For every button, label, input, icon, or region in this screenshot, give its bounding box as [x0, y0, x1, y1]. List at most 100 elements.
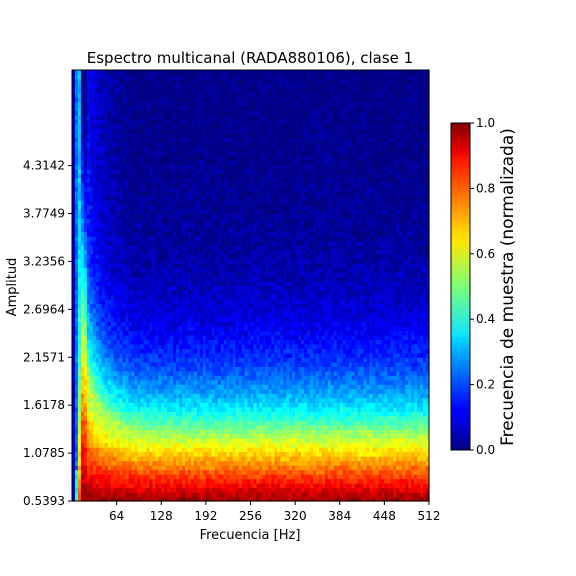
heatmap-cell: [196, 289, 201, 296]
heatmap-cell: [185, 465, 189, 471]
heatmap-cell: [149, 384, 153, 390]
heatmap-cell: [98, 164, 103, 170]
heatmap-cell: [191, 177, 195, 183]
heatmap-cell: [173, 285, 177, 291]
heatmap-cell: [193, 375, 198, 381]
heatmap-cell: [182, 339, 186, 345]
heatmap-cell: [119, 420, 124, 426]
heatmap-cell: [101, 191, 106, 197]
heatmap-cell: [196, 119, 201, 125]
heatmap-cell: [104, 474, 109, 480]
heatmap-cell: [128, 132, 133, 138]
heatmap-cell: [72, 123, 76, 129]
heatmap-cell: [199, 366, 204, 372]
heatmap-cell: [176, 101, 180, 107]
heatmap-cell: [80, 186, 85, 192]
heatmap-cell: [167, 474, 171, 480]
heatmap-cell: [77, 451, 82, 457]
heatmap-cell: [125, 204, 130, 210]
heatmap-cell: [196, 191, 201, 197]
heatmap-cell: [131, 456, 136, 462]
heatmap-cell: [191, 132, 195, 138]
heatmap-cell: [98, 213, 103, 219]
heatmap-cell: [202, 442, 207, 448]
heatmap-cell: [143, 168, 147, 174]
heatmap-cell: [193, 456, 198, 462]
heatmap-cell: [164, 164, 168, 170]
heatmap-cell: [89, 96, 94, 103]
heatmap-cell: [158, 87, 162, 94]
heatmap-cell: [179, 272, 183, 278]
heatmap-cell: [188, 429, 192, 435]
heatmap-cell: [80, 402, 85, 408]
heatmap-cell: [131, 204, 136, 210]
heatmap-cell: [110, 150, 115, 156]
heatmap-cell: [80, 285, 85, 291]
heatmap-cell: [185, 281, 189, 287]
heatmap-cell: [110, 128, 115, 134]
heatmap-cell: [83, 420, 88, 426]
heatmap-cell: [202, 110, 207, 116]
heatmap-cell: [164, 213, 168, 219]
heatmap-cell: [199, 204, 204, 210]
heatmap-cell: [158, 218, 162, 224]
heatmap-cell: [107, 285, 112, 291]
heatmap-cell: [176, 451, 180, 457]
heatmap-cell: [191, 173, 195, 179]
heatmap-cell: [131, 173, 136, 179]
heatmap-cell: [95, 420, 100, 426]
heatmap-cell: [80, 348, 85, 354]
heatmap-cell: [116, 276, 121, 282]
heatmap-cell: [140, 294, 145, 300]
heatmap-cell: [185, 245, 189, 251]
heatmap-cell: [107, 357, 112, 363]
heatmap-cell: [170, 87, 174, 94]
heatmap-cell: [74, 159, 79, 165]
heatmap-cell: [161, 492, 165, 498]
heatmap-cell: [202, 105, 207, 112]
heatmap-cell: [107, 393, 112, 399]
heatmap-cell: [122, 272, 127, 278]
heatmap-cell: [125, 123, 130, 129]
heatmap-cell: [89, 352, 94, 358]
heatmap-cell: [74, 150, 79, 156]
heatmap-cell: [116, 397, 121, 403]
heatmap-cell: [89, 105, 94, 112]
heatmap-cell: [83, 415, 88, 421]
heatmap-cell: [155, 393, 159, 399]
heatmap-cell: [77, 276, 82, 282]
heatmap-cell: [80, 357, 85, 363]
heatmap-cell: [191, 366, 195, 372]
heatmap-cell: [202, 496, 207, 502]
heatmap-cell: [119, 370, 124, 376]
heatmap-cell: [77, 294, 82, 300]
heatmap-cell: [140, 74, 145, 80]
heatmap-cell: [104, 411, 109, 417]
heatmap-cell: [143, 424, 147, 430]
heatmap-cell: [191, 276, 195, 282]
heatmap-cell: [182, 334, 186, 340]
heatmap-cell: [92, 78, 97, 85]
heatmap-cell: [113, 289, 118, 296]
heatmap-cell: [161, 442, 165, 448]
heatmap-cell: [146, 168, 150, 174]
heatmap-cell: [119, 429, 124, 435]
heatmap-cell: [89, 195, 94, 201]
heatmap-cell: [188, 438, 192, 444]
heatmap-cell: [152, 195, 156, 201]
heatmap-cell: [137, 316, 142, 323]
heatmap-cell: [74, 141, 79, 147]
heatmap-cell: [113, 451, 118, 457]
heatmap-cell: [152, 370, 156, 376]
heatmap-cell: [140, 245, 145, 251]
heatmap-cell: [110, 182, 115, 188]
heatmap-cell: [149, 285, 153, 291]
heatmap-cell: [89, 379, 94, 385]
heatmap-cell: [167, 209, 171, 215]
heatmap-cell: [98, 74, 103, 80]
heatmap-cell: [155, 361, 159, 367]
heatmap-cell: [176, 281, 180, 287]
heatmap-cell: [179, 478, 183, 484]
heatmap-cell: [92, 87, 97, 94]
heatmap-cell: [110, 343, 115, 349]
